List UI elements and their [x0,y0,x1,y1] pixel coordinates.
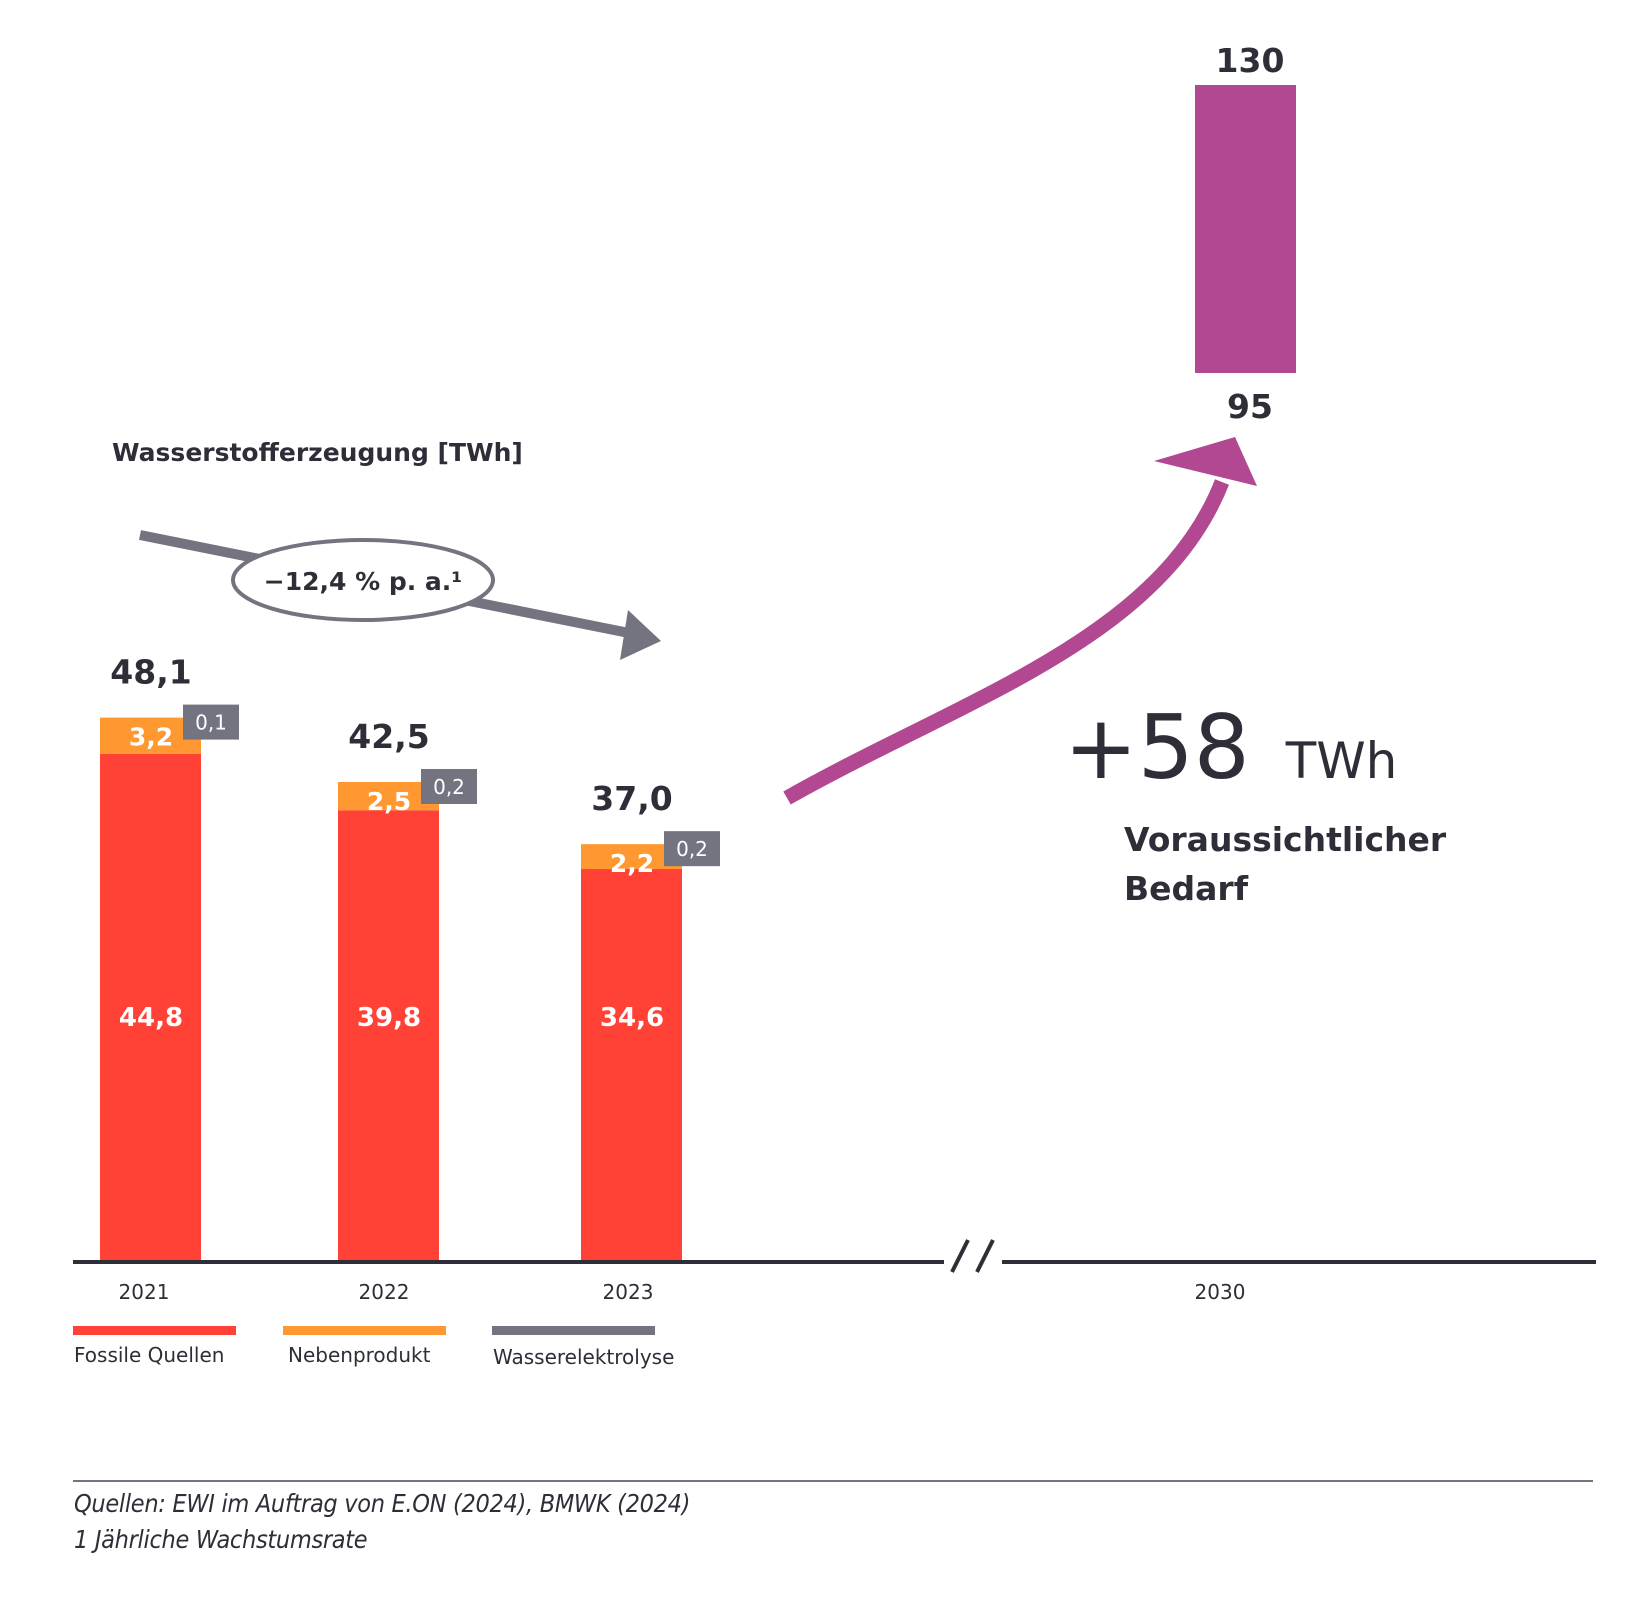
legend-label-byproduct: Nebenprodukt [288,1343,431,1367]
x-tick-2030: 2030 [1195,1280,1246,1304]
cagr-label: −12,4 % p. a.¹ [264,567,463,596]
axis-break-slash-2 [975,1239,995,1273]
x-tick-2021: 2021 [119,1280,170,1304]
legend-label-electrolysis: Wasserelektrolyse [493,1345,674,1369]
growth-arrow [783,437,1257,805]
x-tick-labels: 2021 2022 2023 2030 [119,1280,1246,1304]
bar-fossil-2021 [100,753,201,1260]
legend-swatch-electrolysis [492,1326,655,1335]
label-byproduct-2022: 2,5 [367,787,411,816]
label-fossil-2021: 44,8 [119,1003,183,1033]
x-axis [73,1239,1596,1273]
label-total-2021: 48,1 [110,653,191,692]
label-fossil-2023: 34,6 [600,1003,664,1033]
growth-arrow-head [1154,437,1257,486]
cagr-ellipse [231,538,495,622]
bar-demand-2030 [1195,85,1296,373]
legend: Fossile Quellen Nebenprodukt Wasserelektro… [73,1326,674,1369]
label-demand-high: 130 [1216,41,1285,80]
trend-arrow-head [620,610,661,660]
label-fossil-2022: 39,8 [357,1003,421,1033]
label-byproduct-2023: 2,2 [610,849,654,878]
bar-electrolysis-2022 [421,769,477,805]
growth-number: +58 [1064,696,1250,799]
label-electrolysis-2022: 0,2 [433,775,465,799]
bar-electrolysis-2021 [183,704,239,740]
bar-electrolysis-2023 [664,831,720,867]
chart-title: Wasserstofferzeugung [TWh] [112,438,523,467]
bar-fossil-2022 [338,810,439,1260]
axis-break-slash-1 [950,1239,970,1273]
label-byproduct-2021: 3,2 [129,723,173,752]
legend-label-fossil: Fossile Quellen [74,1343,224,1367]
bars-group: 0,13,244,848,10,22,539,842,50,22,234,637… [100,653,720,1260]
footer-divider [73,1480,1593,1482]
projection-2030-group: 130 95 [1195,41,1296,426]
growth-arrow-shaft [783,479,1229,805]
growth-value: +58 TWh [1064,696,1397,799]
legend-swatch-byproduct [283,1326,446,1335]
x-tick-2023: 2023 [603,1280,654,1304]
legend-swatch-fossil [73,1326,236,1335]
growth-caption-line2: Bedarf [1124,869,1249,908]
label-demand-low: 95 [1227,387,1273,426]
x-tick-2022: 2022 [359,1280,410,1304]
bar-fossil-2023 [581,869,682,1260]
label-electrolysis-2021: 0,1 [195,711,227,735]
label-total-2022: 42,5 [348,717,429,756]
footer-sources: Quellen: EWI im Auftrag von E.ON (2024),… [74,1489,691,1518]
label-total-2023: 37,0 [591,779,672,818]
footer-note: 1 Jährliche Wachstumsrate [74,1525,368,1554]
growth-unit: TWh [1285,732,1398,790]
trend-down-arrow: −12,4 % p. a.¹ [139,530,661,660]
growth-caption-line1: Voraussichtlicher [1124,820,1447,859]
label-electrolysis-2023: 0,2 [676,837,708,861]
